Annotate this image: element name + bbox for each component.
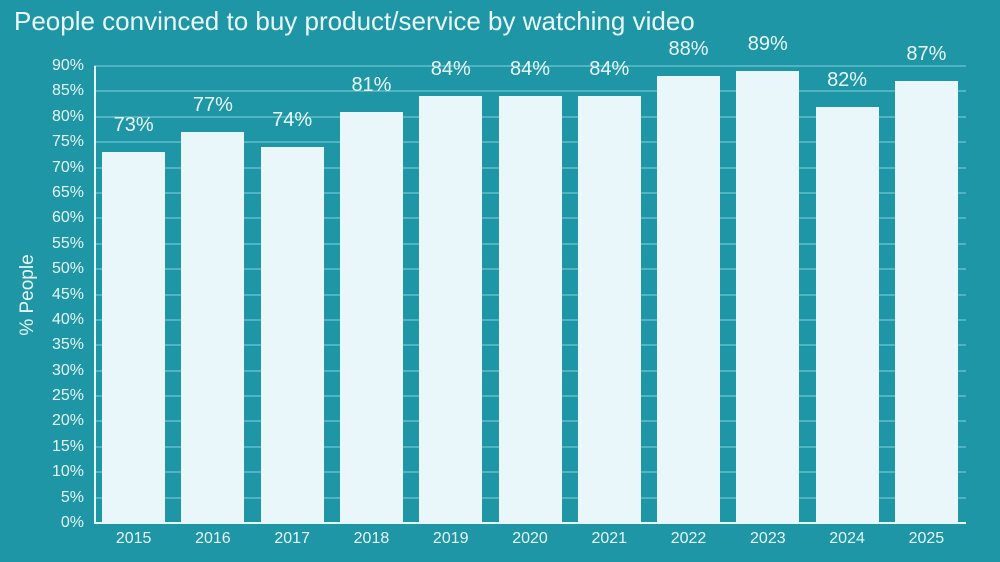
x-tick-label: 2022	[670, 530, 707, 547]
bar-2016	[181, 132, 245, 523]
bar-2020	[498, 96, 562, 523]
x-tick-label: 2016	[195, 530, 231, 547]
bar-2025	[894, 81, 958, 523]
y-tick-label: 90%	[51, 57, 84, 74]
bar-2022	[657, 76, 721, 523]
value-label: 82%	[827, 68, 868, 91]
plot-area	[94, 65, 966, 524]
y-tick-label: 65%	[51, 183, 84, 201]
y-tick-label: 5%	[60, 488, 84, 506]
x-tick-label: 2021	[591, 530, 628, 547]
x-tick-label: 2019	[432, 530, 469, 547]
y-tick-label: 70%	[51, 158, 84, 176]
y-tick-label: 15%	[51, 437, 84, 455]
y-tick-label: 10%	[51, 463, 84, 481]
x-tick-label: 2025	[908, 530, 945, 547]
x-tick-label: 2023	[750, 530, 786, 547]
x-tick-label: 2020	[512, 530, 548, 547]
y-tick-label: 55%	[51, 234, 84, 252]
y-tick-label: 40%	[51, 310, 84, 328]
bar-2023	[736, 71, 800, 523]
y-tick-label: 60%	[51, 209, 84, 227]
y-tick-label: 30%	[51, 361, 84, 379]
value-label: 73%	[113, 114, 154, 137]
y-tick-label: 25%	[51, 387, 84, 405]
y-tick-label: 75%	[51, 133, 84, 151]
bar-2017	[260, 147, 324, 523]
gridline	[94, 90, 966, 93]
value-label: 89%	[747, 33, 788, 56]
value-label: 74%	[272, 109, 313, 132]
value-label: 84%	[589, 58, 630, 81]
bar-2024	[815, 106, 879, 523]
y-tick-label: 0%	[60, 514, 84, 531]
gridline	[94, 65, 966, 67]
value-label: 81%	[351, 73, 392, 96]
x-tick-label: 2017	[274, 530, 310, 547]
x-tick-label: 2024	[829, 530, 865, 547]
value-label: 77%	[192, 94, 233, 116]
y-tick-label: 50%	[51, 260, 84, 278]
y-tick-label: 80%	[51, 107, 84, 125]
value-label: 87%	[906, 43, 947, 66]
x-tick-label: 2018	[353, 530, 390, 547]
value-label: 84%	[430, 58, 471, 81]
chart-title: People convinced to buy product/service …	[14, 6, 695, 36]
y-tick-label: 85%	[51, 82, 84, 100]
x-axis-line	[94, 522, 966, 524]
y-axis-label: % People	[17, 254, 38, 336]
y-axis-line	[94, 66, 96, 523]
y-tick-label: 20%	[51, 412, 84, 430]
value-label: 84%	[509, 58, 551, 81]
bar-2018	[339, 111, 403, 523]
bar-2015	[102, 152, 166, 523]
bar-2019	[419, 96, 483, 523]
y-tick-label: 45%	[51, 285, 84, 303]
value-label: 88%	[668, 38, 709, 61]
bar-2021	[577, 96, 641, 523]
x-tick-label: 2015	[115, 530, 152, 547]
y-tick-label: 35%	[51, 336, 84, 354]
